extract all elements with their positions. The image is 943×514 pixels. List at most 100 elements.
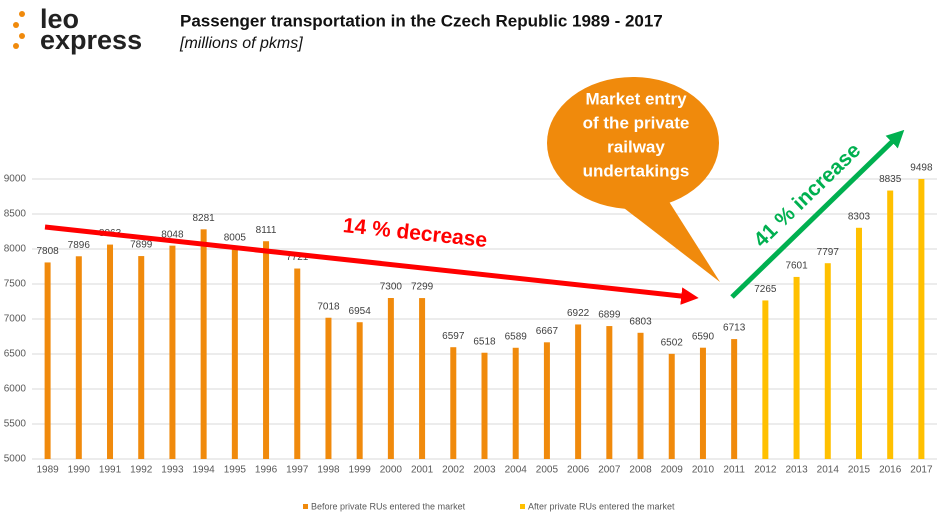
x-tick-label: 2015 xyxy=(848,465,871,476)
logo-dot xyxy=(13,22,19,28)
legend-label: Before private RUs entered the market xyxy=(311,501,466,511)
logo-text: express xyxy=(40,25,142,55)
bubble-line: of the private xyxy=(583,113,690,132)
y-tick-label: 7000 xyxy=(4,314,27,325)
x-tick-label: 2010 xyxy=(692,465,715,476)
bar xyxy=(855,227,862,459)
bar xyxy=(356,322,363,459)
decrease-arrow xyxy=(44,224,699,305)
bar xyxy=(575,324,582,459)
logo-text: leo xyxy=(40,4,79,34)
y-tick-label: 8500 xyxy=(4,209,27,220)
y-tick-label: 8000 xyxy=(4,244,27,255)
value-label: 6589 xyxy=(505,331,528,342)
value-label: 6954 xyxy=(349,306,372,317)
decrease-label: 14 % decrease xyxy=(342,214,488,252)
bar xyxy=(512,347,519,459)
bar xyxy=(762,300,769,459)
bar xyxy=(294,268,301,459)
value-label: 8303 xyxy=(848,211,871,222)
value-label: 8005 xyxy=(224,232,247,243)
x-tick-label: 1989 xyxy=(36,465,59,476)
bubble-line: railway xyxy=(607,137,665,156)
x-tick-label: 1995 xyxy=(224,465,247,476)
x-tick-label: 1996 xyxy=(255,465,278,476)
legend-swatch xyxy=(303,504,308,509)
value-label: 6803 xyxy=(629,316,652,327)
x-tick-label: 2014 xyxy=(817,465,840,476)
bar xyxy=(668,353,675,459)
y-tick-label: 9000 xyxy=(4,174,27,185)
bar xyxy=(325,317,332,459)
x-tick-label: 1992 xyxy=(130,465,153,476)
x-tick-label: 2007 xyxy=(598,465,621,476)
bubble-line: undertakings xyxy=(583,161,690,180)
bar xyxy=(699,347,706,459)
increase-label: 41 % increase xyxy=(749,139,865,252)
bubble-tail xyxy=(620,200,720,282)
value-label: 6590 xyxy=(692,331,715,342)
bar xyxy=(231,248,238,459)
bubble xyxy=(547,77,719,209)
bar xyxy=(450,347,457,459)
value-label: 7896 xyxy=(68,240,91,251)
bar xyxy=(387,298,394,459)
logo-dot xyxy=(19,11,25,17)
bars xyxy=(44,179,925,460)
x-tick-label: 2016 xyxy=(879,465,902,476)
legend-label: After private RUs entered the market xyxy=(528,501,675,511)
bar xyxy=(75,256,82,459)
x-tick-label: 2013 xyxy=(785,465,808,476)
value-label: 6518 xyxy=(473,336,496,347)
x-tick-label: 1991 xyxy=(99,465,122,476)
bar xyxy=(731,339,738,459)
bar xyxy=(263,241,270,459)
value-label: 8111 xyxy=(256,225,277,236)
x-tick-label: 2011 xyxy=(723,465,745,476)
value-label: 8281 xyxy=(193,213,216,224)
logo-dot xyxy=(13,43,19,49)
value-label: 7601 xyxy=(785,261,808,272)
y-tick-label: 5500 xyxy=(4,419,27,430)
bubble-line: Market entry xyxy=(585,89,687,108)
x-tick-label: 2009 xyxy=(661,465,684,476)
bar xyxy=(419,298,426,459)
x-tick-label: 1997 xyxy=(286,465,309,476)
x-tick-label: 2005 xyxy=(536,465,559,476)
x-tick-label: 1990 xyxy=(68,465,91,476)
logo-dot xyxy=(19,33,25,39)
chart-title: Passenger transportation in the Czech Re… xyxy=(180,11,663,30)
x-tick-label: 1993 xyxy=(161,465,184,476)
bar xyxy=(169,245,176,459)
x-tick-label: 2003 xyxy=(473,465,496,476)
x-tick-label: 2017 xyxy=(910,465,933,476)
value-label: 6502 xyxy=(661,338,684,349)
plot: 5000 5500 6000 6500 7000 7500 8000 8500 9000 1989… xyxy=(4,163,937,511)
bar xyxy=(44,262,51,459)
value-label: 6597 xyxy=(442,331,465,342)
value-label: 7299 xyxy=(411,282,434,293)
x-tick-label: 2004 xyxy=(505,465,528,476)
x-tick-label: 2000 xyxy=(380,465,403,476)
value-label: 7300 xyxy=(380,282,403,293)
bar xyxy=(606,326,613,459)
value-label: 9498 xyxy=(910,163,933,174)
value-label: 7899 xyxy=(130,240,153,251)
value-label: 6922 xyxy=(567,308,590,319)
bar xyxy=(887,190,894,460)
value-label: 7265 xyxy=(754,284,777,295)
x-tick-label: 2002 xyxy=(442,465,465,476)
value-label: 7721 xyxy=(286,252,309,263)
value-label: 6667 xyxy=(536,326,559,337)
value-label: 6713 xyxy=(723,323,746,334)
bar xyxy=(200,229,207,459)
logo: leo express xyxy=(13,4,142,55)
bar xyxy=(824,263,831,459)
x-tick-label: 2001 xyxy=(411,465,434,476)
legend-swatch xyxy=(520,504,525,509)
x-tick-label: 1994 xyxy=(193,465,216,476)
bar xyxy=(481,352,488,459)
chart-subtitle: [millions of pkms] xyxy=(179,35,303,52)
value-label: 8835 xyxy=(879,174,902,185)
